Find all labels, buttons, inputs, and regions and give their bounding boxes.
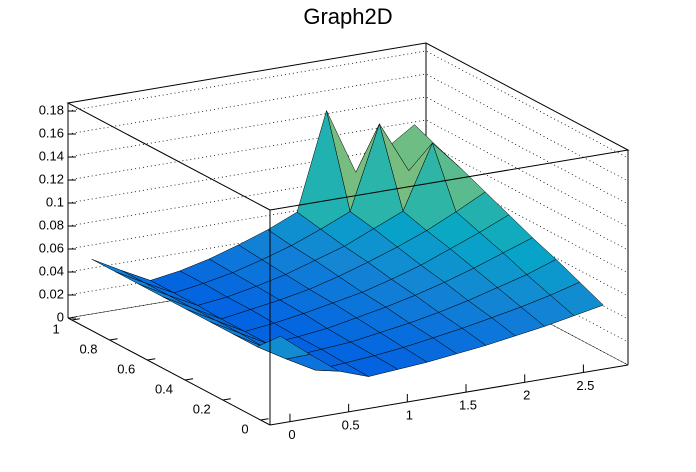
y-tick [184,378,194,381]
grid-line [67,73,629,182]
y-tick-label: 0.2 [193,401,211,416]
y-tick-label: 0.4 [155,381,173,396]
z-tick-label: 0.06 [39,240,64,255]
z-tick-label: 0.04 [39,263,64,278]
z-tick-label: 0 [57,309,64,324]
y-tick [109,338,118,341]
grid-line [67,142,629,251]
z-tick-label: 0.14 [39,148,64,163]
z-tick-label: 0.08 [39,217,64,232]
y-tick [71,318,80,321]
x-tick-label: 0.5 [342,417,360,432]
x-tick-label: 0 [288,427,295,442]
y-tick-label: 0.8 [79,341,97,356]
box-edge [66,42,630,211]
grid-line [67,211,629,320]
y-tick [260,418,269,421]
chart-title: Graph2D [303,4,392,29]
grid-line [67,119,629,228]
y-tick-label: 1 [53,321,60,336]
x-axis [269,364,629,426]
surface-cell [91,258,145,284]
x-tick-label: 2 [523,388,530,403]
z-tick-label: 0.1 [46,194,64,209]
z-tick-label: 0.02 [39,286,64,301]
z-tick-label: 0.18 [39,102,64,117]
y-tick [222,398,231,401]
z-tick-label: 0.16 [39,125,64,140]
grid-line [67,165,629,274]
grid-line [67,96,629,205]
x-tick-label: 1 [406,407,413,422]
y-tick-label: 0.6 [117,361,135,376]
grid-line [67,50,629,159]
y-axis [67,317,271,426]
y-tick-label: 0 [241,421,248,436]
x-tick-label: 1.5 [459,398,477,413]
x-tick-label: 2.5 [576,378,594,393]
y-tick [147,358,156,361]
grid-line [67,188,629,297]
z-tick-label: 0.12 [39,171,64,186]
